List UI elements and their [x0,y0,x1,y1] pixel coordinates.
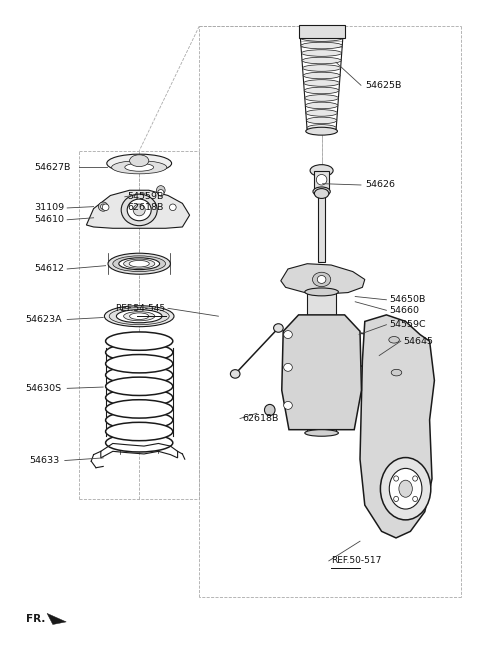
Ellipse shape [108,253,170,274]
Text: REF.50-517: REF.50-517 [331,556,382,565]
Bar [318,195,325,262]
Ellipse shape [301,50,342,56]
Ellipse shape [230,370,240,378]
Ellipse shape [125,163,154,171]
Ellipse shape [284,363,292,371]
Ellipse shape [124,259,155,268]
Text: 54650B: 54650B [389,295,425,304]
Ellipse shape [102,204,109,211]
Ellipse shape [106,343,173,361]
Ellipse shape [284,401,292,409]
Ellipse shape [157,190,164,196]
Ellipse shape [109,308,169,325]
Ellipse shape [303,72,340,79]
Ellipse shape [129,260,149,267]
Bar [299,25,345,38]
Ellipse shape [274,323,283,332]
Ellipse shape [284,331,292,338]
Ellipse shape [127,199,151,220]
Ellipse shape [107,154,172,173]
Ellipse shape [310,165,333,176]
Text: 54610: 54610 [35,215,64,224]
Ellipse shape [413,497,418,502]
Text: 54626: 54626 [365,180,395,190]
Ellipse shape [305,94,338,101]
Ellipse shape [264,404,275,416]
Text: 54633: 54633 [29,456,59,465]
Ellipse shape [306,127,337,135]
Ellipse shape [130,155,149,167]
Ellipse shape [106,366,173,384]
Ellipse shape [106,332,173,350]
Ellipse shape [313,187,330,196]
Ellipse shape [121,194,157,226]
Ellipse shape [304,80,339,87]
Ellipse shape [381,458,431,520]
Ellipse shape [106,434,173,452]
Text: 62618B: 62618B [127,203,164,213]
Ellipse shape [106,411,173,430]
Ellipse shape [156,186,165,195]
Ellipse shape [113,256,166,272]
Text: 62618B: 62618B [242,414,279,423]
Bar [307,292,336,433]
Ellipse shape [305,288,338,296]
Ellipse shape [100,204,106,209]
Text: 31109: 31109 [35,203,65,213]
Ellipse shape [119,258,159,270]
Text: 54660: 54660 [389,306,419,315]
Ellipse shape [302,65,341,72]
Ellipse shape [389,468,422,509]
Ellipse shape [391,369,402,376]
Ellipse shape [104,306,174,327]
Ellipse shape [301,42,342,49]
Ellipse shape [133,204,145,216]
Bar [314,171,329,192]
Text: 54625B: 54625B [365,81,401,90]
Text: 54645: 54645 [403,337,433,346]
Ellipse shape [304,87,339,94]
Polygon shape [281,264,365,294]
Ellipse shape [106,388,173,407]
Text: 54612: 54612 [35,264,64,274]
Ellipse shape [106,354,173,373]
Ellipse shape [106,422,173,441]
Ellipse shape [399,480,412,497]
Polygon shape [360,315,434,538]
Text: 54559B: 54559B [127,192,164,201]
Polygon shape [47,613,66,625]
Text: 54630S: 54630S [25,384,61,393]
Ellipse shape [169,204,176,211]
Ellipse shape [300,35,343,41]
Ellipse shape [394,497,398,502]
Text: 54623A: 54623A [25,315,61,324]
Ellipse shape [306,110,337,116]
Ellipse shape [302,57,341,64]
Ellipse shape [111,161,167,174]
Text: 54627B: 54627B [35,163,71,172]
Ellipse shape [314,189,329,199]
Ellipse shape [413,476,418,481]
Polygon shape [86,190,190,228]
Ellipse shape [312,272,331,287]
Ellipse shape [130,313,149,319]
Ellipse shape [316,174,327,185]
Ellipse shape [124,312,155,321]
Ellipse shape [306,117,337,124]
Text: FR.: FR. [26,613,46,624]
Ellipse shape [317,276,326,283]
Ellipse shape [389,337,399,343]
Ellipse shape [116,310,162,323]
Ellipse shape [106,400,173,418]
Polygon shape [282,315,361,430]
Ellipse shape [106,377,173,396]
Ellipse shape [305,430,338,436]
Ellipse shape [307,125,336,131]
Ellipse shape [394,476,398,481]
Ellipse shape [305,102,338,109]
Ellipse shape [98,202,108,211]
Text: REF.54-545: REF.54-545 [116,304,166,313]
Text: 54559C: 54559C [389,320,425,329]
